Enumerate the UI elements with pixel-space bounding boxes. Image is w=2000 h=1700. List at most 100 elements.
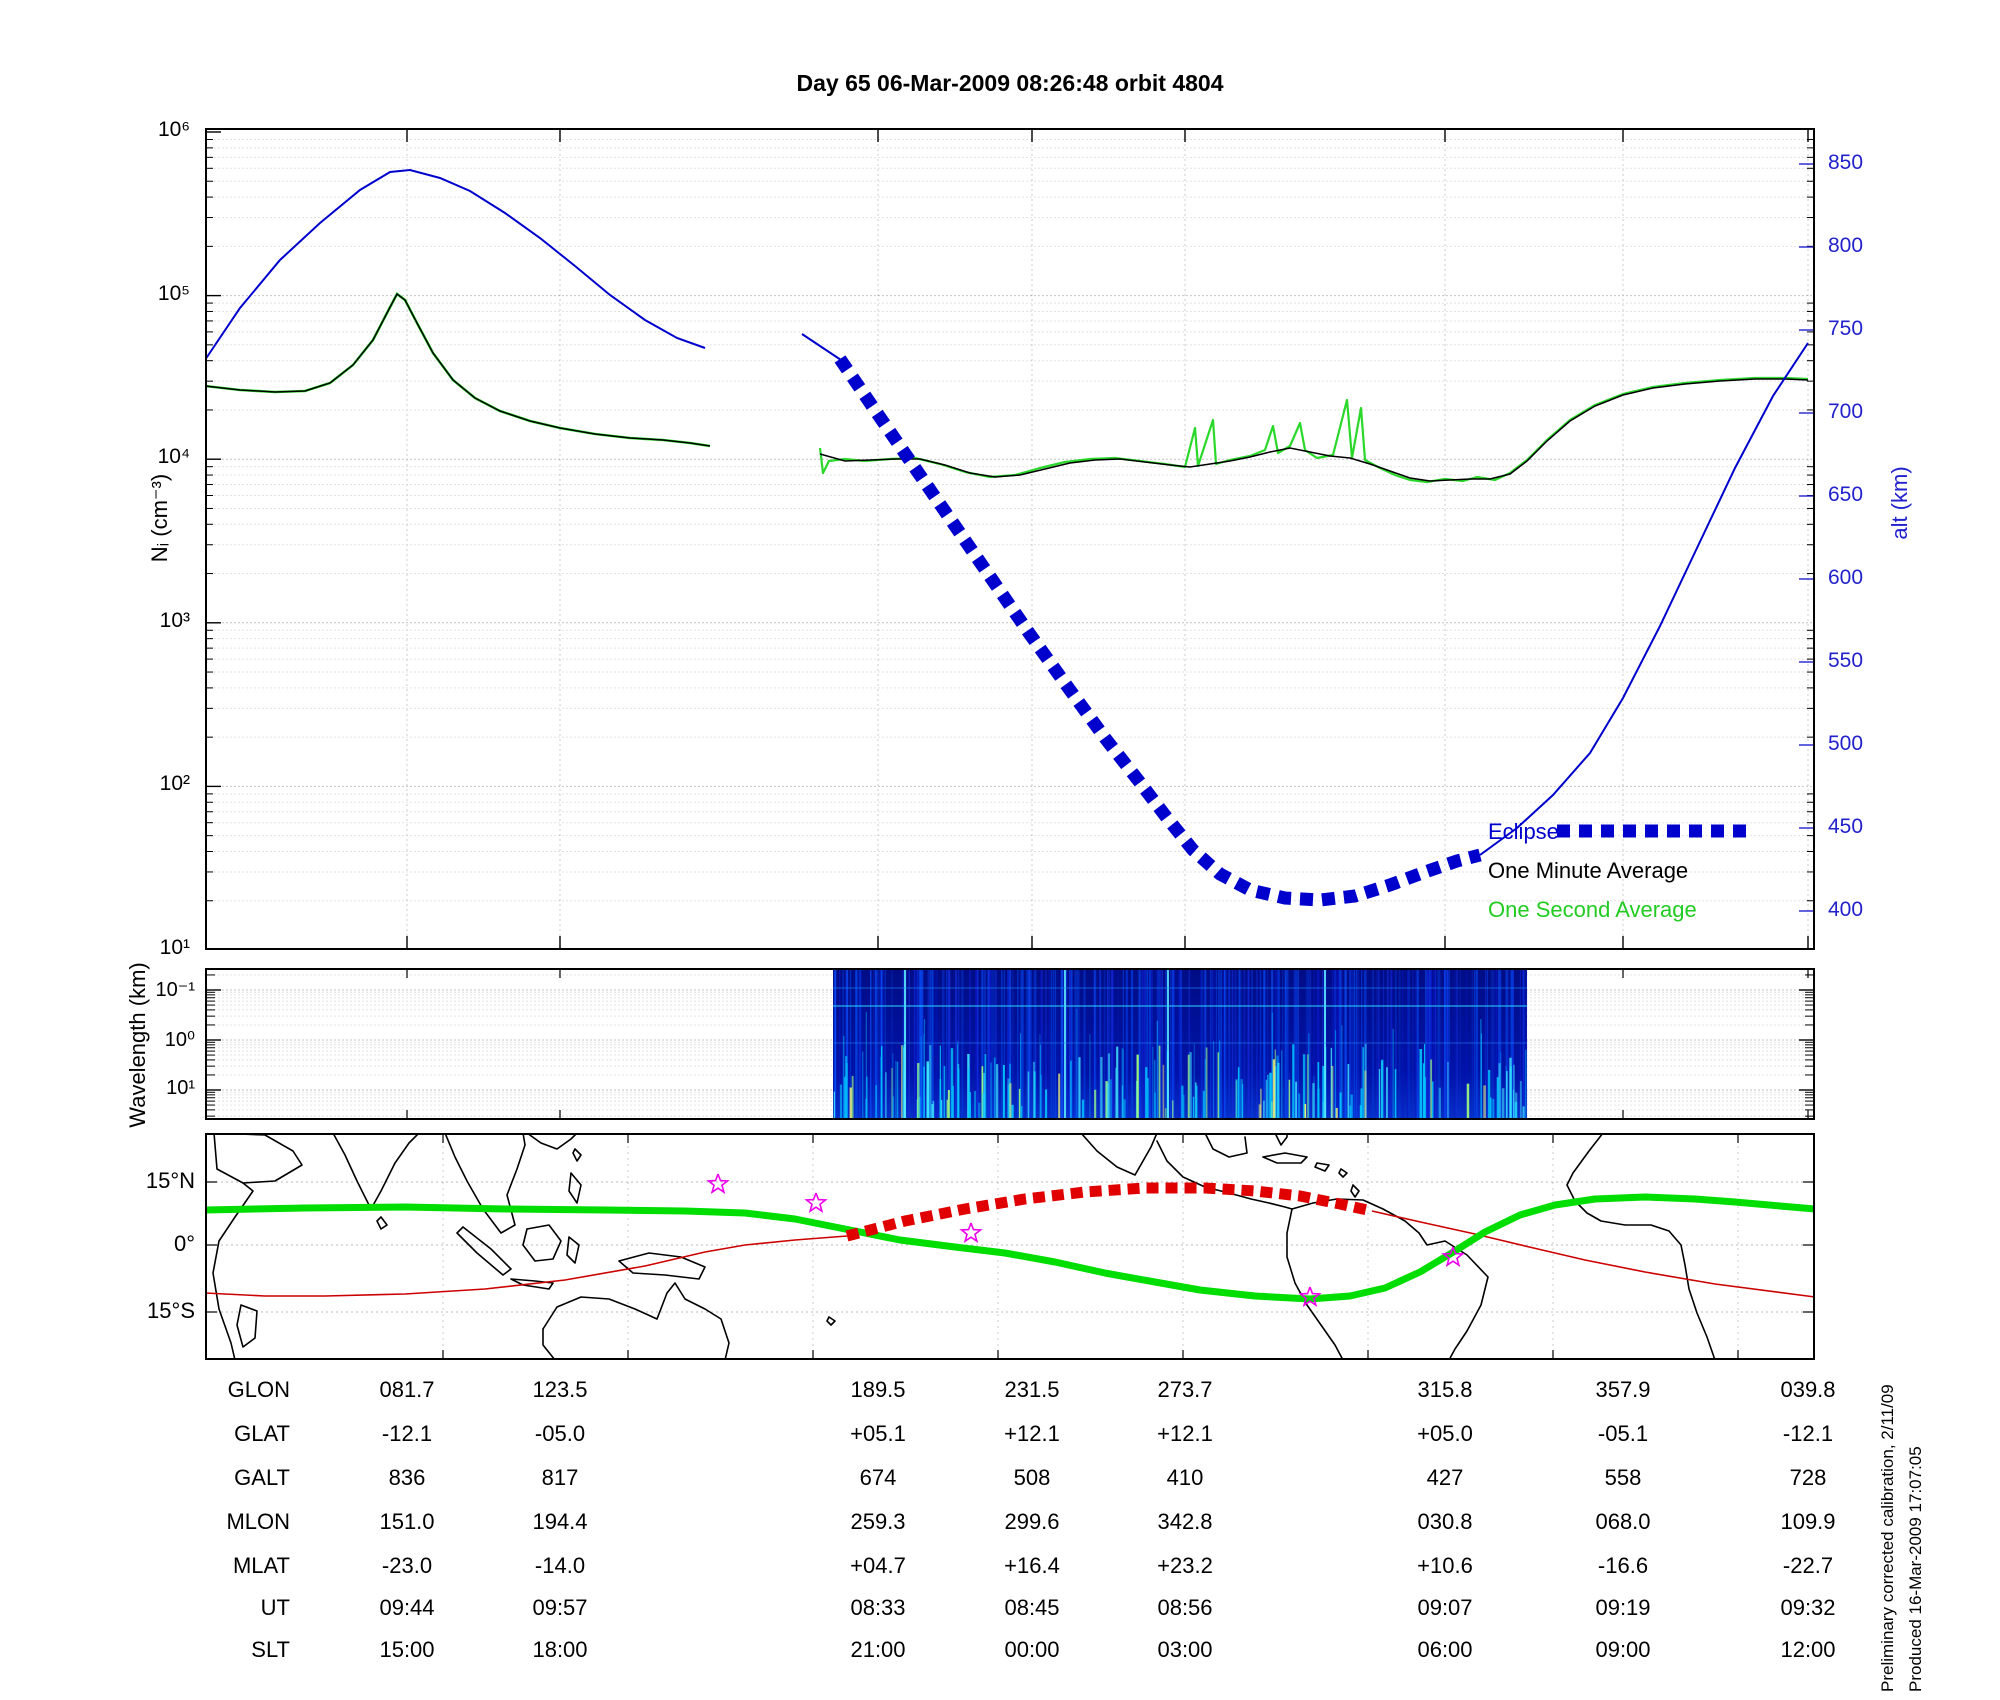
wavelength-tick-label: 10¹ (166, 1077, 195, 1099)
alt-tick-label: 400 (1828, 898, 1864, 921)
ni-tick-label: 10⁵ (157, 282, 190, 305)
table-cell: 817 (541, 1465, 579, 1490)
table-cell: +05.1 (850, 1421, 906, 1446)
ni-tick-label: 10² (159, 772, 190, 795)
table-cell: 09:57 (532, 1595, 588, 1620)
table-cell: 09:32 (1780, 1595, 1836, 1620)
table-cell: 12:00 (1780, 1637, 1836, 1662)
table-cell: 00:00 (1004, 1637, 1060, 1662)
table-cell: 299.6 (1004, 1509, 1060, 1534)
ni-tick-label: 10³ (159, 609, 190, 632)
table-cell: -22.7 (1782, 1553, 1834, 1578)
wavelength-spectrogram (205, 968, 1815, 1120)
table-cell: 09:44 (379, 1595, 435, 1620)
table-cell: +05.0 (1417, 1421, 1473, 1446)
latitude-label: 15°S (147, 1298, 195, 1323)
alt-tick-label: 500 (1828, 732, 1864, 755)
table-cell: 508 (1013, 1465, 1051, 1490)
alt-tick-label: 750 (1828, 317, 1864, 340)
wavelength-tick-label: 10⁻¹ (155, 979, 195, 1001)
table-cell: 357.9 (1595, 1377, 1651, 1402)
alt-tick-label: 600 (1828, 566, 1864, 589)
table-cell: +10.6 (1417, 1553, 1473, 1578)
table-cell: 18:00 (532, 1637, 588, 1662)
star-marker (959, 1222, 983, 1243)
table-cell: 09:00 (1595, 1637, 1651, 1662)
table-cell: 315.8 (1417, 1377, 1473, 1402)
star-marker (1441, 1246, 1465, 1267)
table-cell: -16.6 (1597, 1553, 1649, 1578)
table-row-label: MLON (226, 1509, 290, 1534)
ni-tick-label: 10¹ (159, 936, 190, 959)
page-title: Day 65 06-Mar-2009 08:26:48 orbit 4804 (796, 70, 1224, 96)
latitude-label: 0° (173, 1231, 195, 1256)
side-note-calibration: Preliminary corrected calibration, 2/11/… (1878, 1384, 1897, 1692)
table-row-label: GLON (227, 1377, 290, 1402)
table-cell: 342.8 (1157, 1509, 1213, 1534)
ni-tick-label: 10⁶ (157, 118, 190, 141)
table-cell: -23.0 (381, 1553, 433, 1578)
side-note-produced: Produced 16-Mar-2009 17:07:05 (1906, 1446, 1925, 1692)
table-cell: 030.8 (1417, 1509, 1473, 1534)
table-cell: 273.7 (1157, 1377, 1213, 1402)
ni-tick-label: 10⁴ (157, 445, 190, 468)
star-marker (1298, 1286, 1322, 1307)
table-row-label: UT (260, 1595, 290, 1620)
wavelength-tick-label: 10⁰ (164, 1029, 195, 1051)
table-cell: 06:00 (1417, 1637, 1473, 1662)
table-row-label: MLAT (232, 1553, 290, 1578)
table-cell: 081.7 (379, 1377, 435, 1402)
table-cell: 08:45 (1004, 1595, 1060, 1620)
table-cell: 674 (859, 1465, 897, 1490)
alt-tick-label: 650 (1828, 483, 1864, 506)
table-cell: 259.3 (850, 1509, 906, 1534)
table-cell: +23.2 (1157, 1553, 1213, 1578)
table-cell: 410 (1166, 1465, 1204, 1490)
table-cell: 231.5 (1004, 1377, 1060, 1402)
table-row-label: GLAT (234, 1421, 290, 1446)
table-cell: -14.0 (534, 1553, 586, 1578)
latitude-label: 15°N (145, 1168, 195, 1193)
alt-tick-label: 550 (1828, 649, 1864, 672)
table-cell: 08:33 (850, 1595, 906, 1620)
table-cell: 728 (1789, 1465, 1827, 1490)
table-cell: 836 (388, 1465, 426, 1490)
star-marker (804, 1192, 828, 1213)
density-altitude-chart (205, 128, 1815, 950)
star-marker (706, 1173, 730, 1194)
table-row-label: SLT (251, 1637, 290, 1662)
table-cell: 194.4 (532, 1509, 588, 1534)
table-cell: +16.4 (1004, 1553, 1060, 1578)
table-cell: -12.1 (381, 1421, 433, 1446)
legend-label: One Second Average (1488, 897, 1697, 922)
table-cell: -05.0 (534, 1421, 586, 1446)
table-cell: -12.1 (1782, 1421, 1834, 1446)
table-cell: 039.8 (1780, 1377, 1836, 1402)
table-cell: 21:00 (850, 1637, 906, 1662)
alt-tick-label: 850 (1828, 151, 1864, 174)
legend-label: Eclipse (1488, 819, 1559, 844)
table-cell: 109.9 (1780, 1509, 1836, 1534)
table-cell: 068.0 (1595, 1509, 1651, 1534)
table-cell: 558 (1604, 1465, 1642, 1490)
table-cell: -05.1 (1597, 1421, 1649, 1446)
table-cell: 09:07 (1417, 1595, 1473, 1620)
table-cell: 03:00 (1157, 1637, 1213, 1662)
table-cell: 427 (1426, 1465, 1464, 1490)
alt-tick-label: 700 (1828, 400, 1864, 423)
ground-track-map (205, 1133, 1815, 1360)
legend-label: One Minute Average (1488, 858, 1689, 883)
table-cell: 08:56 (1157, 1595, 1213, 1620)
table-cell: +04.7 (850, 1553, 906, 1578)
alt-tick-label: 800 (1828, 234, 1864, 257)
table-cell: +12.1 (1157, 1421, 1213, 1446)
table-cell: 189.5 (850, 1377, 906, 1402)
table-cell: 151.0 (379, 1509, 435, 1534)
table-cell: +12.1 (1004, 1421, 1060, 1446)
table-row-label: GALT (234, 1465, 290, 1490)
table-cell: 09:19 (1595, 1595, 1651, 1620)
alt-tick-label: 450 (1828, 815, 1864, 838)
table-cell: 123.5 (532, 1377, 588, 1402)
table-cell: 15:00 (379, 1637, 435, 1662)
